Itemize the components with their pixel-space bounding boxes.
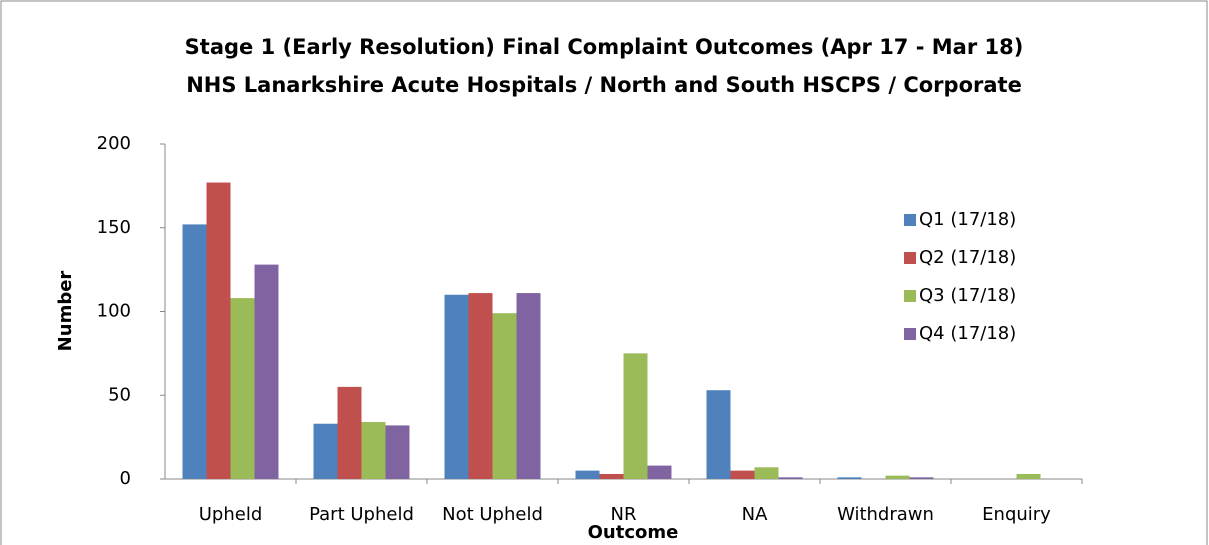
bar bbox=[516, 293, 541, 479]
y-tick-label: 0 bbox=[120, 468, 131, 489]
x-axis-title: Outcome bbox=[588, 522, 679, 543]
x-tick-label: Upheld bbox=[199, 504, 263, 525]
bar bbox=[837, 477, 862, 479]
bar bbox=[623, 353, 648, 479]
bar bbox=[885, 475, 910, 479]
x-tick-label: Not Upheld bbox=[442, 504, 543, 525]
bar bbox=[254, 264, 279, 479]
legend-swatch bbox=[904, 252, 916, 264]
y-axis-title: Number bbox=[55, 271, 76, 352]
bar bbox=[313, 423, 338, 479]
legend-swatch bbox=[904, 290, 916, 302]
y-tick-label: 100 bbox=[97, 301, 131, 322]
bar bbox=[778, 477, 803, 479]
bar bbox=[647, 465, 672, 479]
x-tick-label: NA bbox=[742, 504, 768, 525]
bar bbox=[575, 470, 600, 479]
x-tick-label: Enquiry bbox=[982, 504, 1051, 525]
bar bbox=[230, 298, 255, 479]
bar bbox=[754, 467, 779, 479]
y-tick-label: 50 bbox=[108, 384, 131, 405]
chart-subtitle: NHS Lanarkshire Acute Hospitals / North … bbox=[186, 73, 1022, 97]
bar bbox=[730, 470, 755, 479]
x-tick-label: NR bbox=[611, 504, 637, 525]
legend-swatch bbox=[904, 214, 916, 226]
legend-swatch bbox=[904, 328, 916, 340]
bar bbox=[468, 293, 493, 479]
bar bbox=[706, 390, 731, 479]
y-tick-label: 200 bbox=[97, 133, 131, 154]
bar bbox=[492, 313, 517, 479]
bar bbox=[385, 425, 410, 479]
legend-label: Q4 (17/18) bbox=[919, 323, 1016, 344]
y-tick-label: 150 bbox=[97, 217, 131, 238]
chart-title: Stage 1 (Early Resolution) Final Complai… bbox=[185, 35, 1024, 59]
legend-label: Q1 (17/18) bbox=[919, 209, 1016, 230]
legend-label: Q2 (17/18) bbox=[919, 247, 1016, 268]
bar bbox=[206, 182, 231, 479]
bar bbox=[361, 422, 386, 479]
bar bbox=[1016, 473, 1041, 479]
bar bbox=[444, 294, 469, 479]
legend-label: Q3 (17/18) bbox=[919, 285, 1016, 306]
bar bbox=[182, 224, 207, 479]
x-tick-label: Withdrawn bbox=[837, 504, 934, 525]
bar bbox=[909, 477, 934, 479]
bar bbox=[337, 386, 362, 479]
bar bbox=[599, 473, 624, 479]
x-tick-label: Part Upheld bbox=[309, 504, 414, 525]
